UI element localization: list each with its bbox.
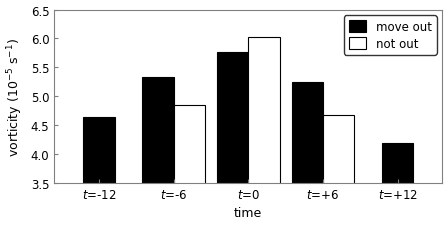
- Bar: [248, 38, 280, 225]
- Bar: [83, 117, 115, 225]
- Bar: [323, 116, 354, 225]
- X-axis label: time: time: [234, 207, 263, 219]
- Bar: [142, 78, 174, 225]
- Bar: [292, 83, 323, 225]
- Bar: [174, 106, 205, 225]
- Bar: [382, 143, 414, 225]
- Y-axis label: vorticity ($10^{-5}$ s$^{-1}$): vorticity ($10^{-5}$ s$^{-1}$): [5, 38, 25, 156]
- Bar: [217, 52, 248, 225]
- Legend: move out, not out: move out, not out: [344, 16, 436, 55]
